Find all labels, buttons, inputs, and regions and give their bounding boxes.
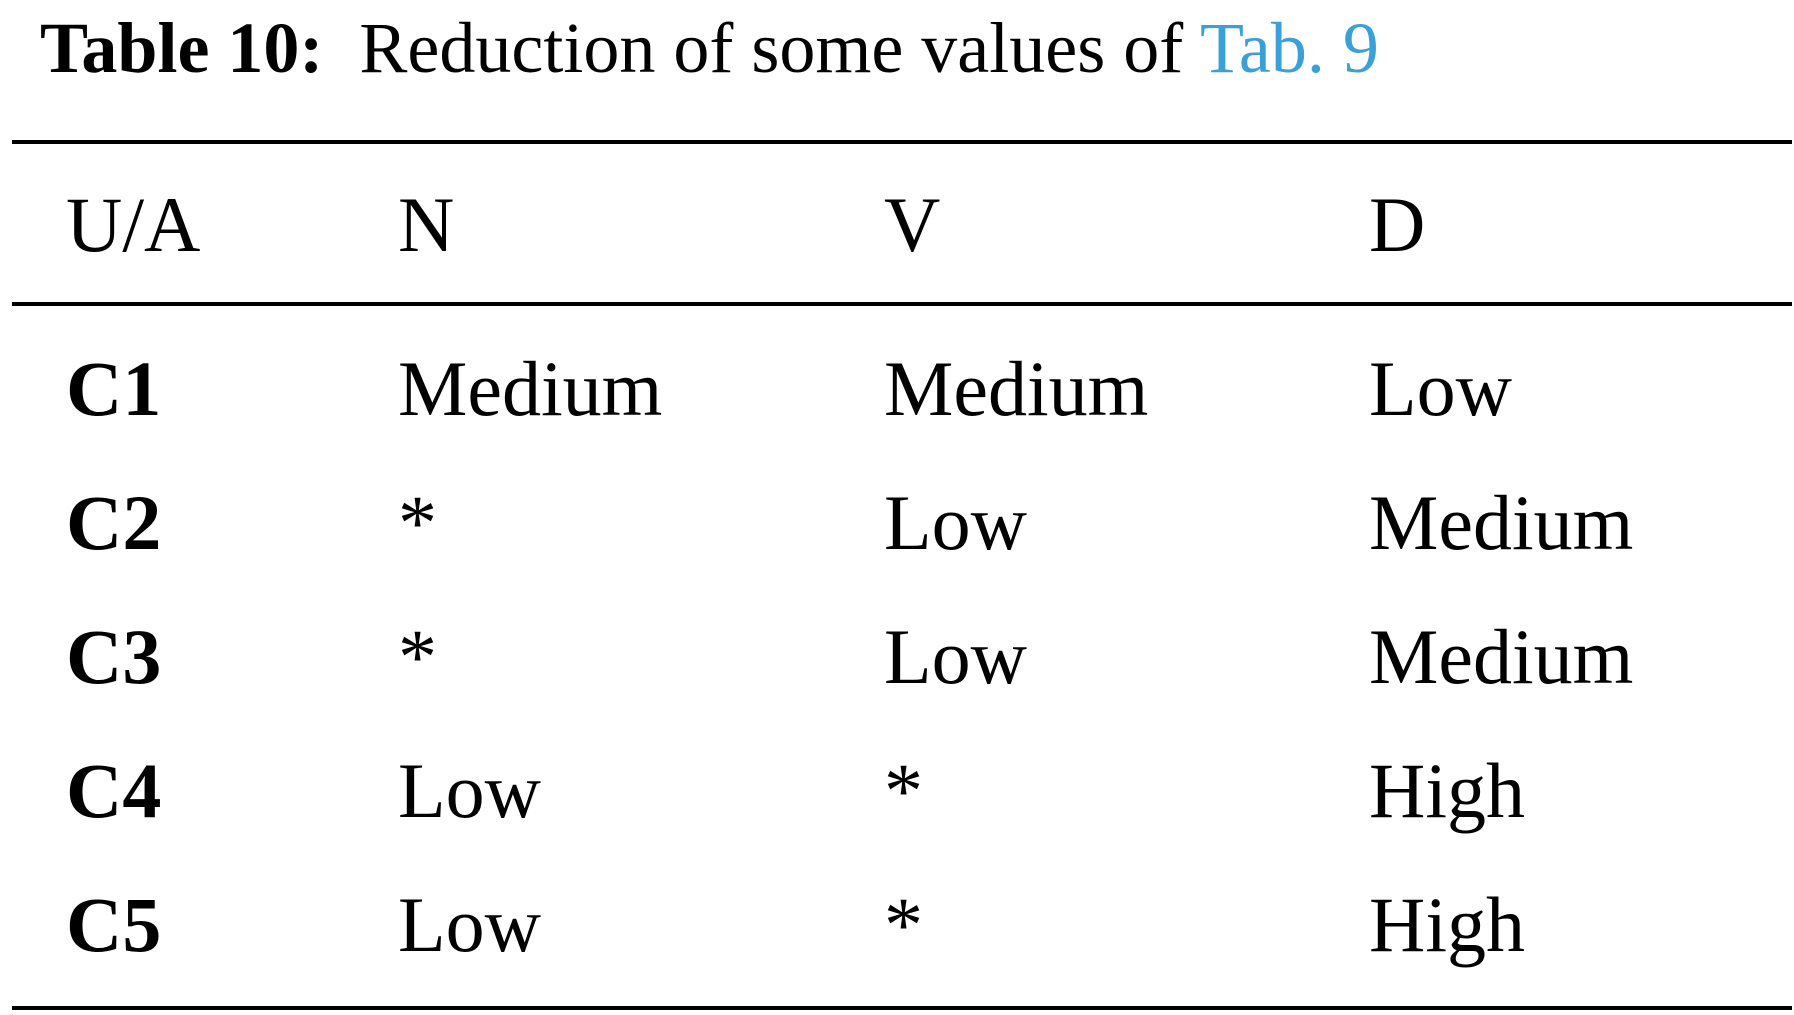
row-header: C2 (66, 479, 162, 566)
table-cell: * (884, 747, 923, 834)
table-row: C4 Low * High (0, 724, 1794, 858)
row-header: C3 (66, 613, 162, 700)
header-rule (12, 302, 1792, 306)
table-cell: * (398, 613, 437, 700)
column-header: V (884, 181, 941, 268)
table-row: C1 Medium Medium Low (0, 322, 1794, 456)
table-caption: Table 10: Reduction of some values of Ta… (40, 6, 1379, 90)
table-cell: Low (1369, 345, 1512, 432)
table-cell: Low (884, 613, 1027, 700)
table-cell: Medium (1369, 613, 1634, 700)
table-cell: * (398, 479, 437, 566)
row-header: C1 (66, 345, 162, 432)
row-header: C4 (66, 747, 162, 834)
table-cell: Medium (884, 345, 1149, 432)
caption-text: Reduction of some values of (359, 8, 1184, 88)
table-cell: High (1369, 747, 1525, 834)
table-cell: Low (398, 747, 541, 834)
row-header: C5 (66, 881, 162, 968)
table-header-row: U/A N V D (0, 158, 1794, 292)
table-row: C3 * Low Medium (0, 590, 1794, 724)
table-cell: Low (398, 881, 541, 968)
table-cell: Low (884, 479, 1027, 566)
table-cell: Medium (398, 345, 663, 432)
column-header: U/A (66, 181, 201, 268)
table-row: C2 * Low Medium (0, 456, 1794, 590)
table-cell: * (884, 881, 923, 968)
column-header: N (398, 181, 455, 268)
caption-label: Table 10: (40, 8, 324, 88)
table-row: C5 Low * High (0, 858, 1794, 992)
top-rule (12, 140, 1792, 144)
column-header: D (1369, 181, 1426, 268)
table-reference-link[interactable]: Tab. 9 (1199, 8, 1379, 88)
bottom-rule (12, 1006, 1792, 1010)
table-cell: High (1369, 881, 1525, 968)
table-cell: Medium (1369, 479, 1634, 566)
